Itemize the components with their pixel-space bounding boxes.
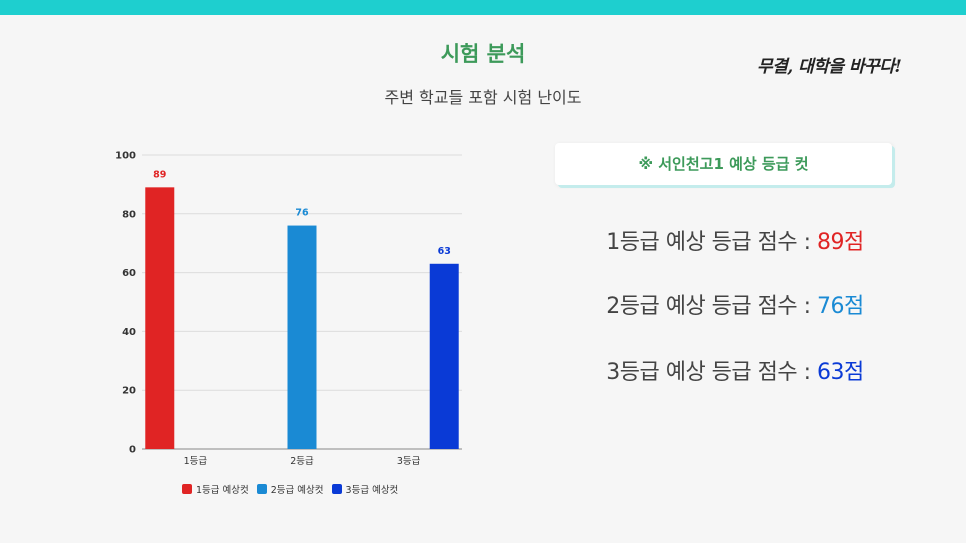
cutoff-info-box: ※ 서인천고1 예상 등급 컷 bbox=[555, 143, 892, 185]
x-tick-label: 1등급 bbox=[184, 456, 208, 467]
bar bbox=[287, 225, 317, 449]
bar-chart: 0 20 40 60 80 100 89 76 63 1등급 2등급 3등급 bbox=[115, 151, 462, 467]
slogan-logo: 무결, 대학을 바꾸다! bbox=[757, 57, 902, 77]
y-tick-label: 0 bbox=[129, 445, 136, 456]
y-tick-label: 40 bbox=[122, 327, 136, 338]
chart-legend: 1등급 예상컷 2등급 예상컷 3등급 예상컷 bbox=[182, 482, 398, 496]
legend-label: 2등급 예상컷 bbox=[270, 485, 324, 496]
page-title: 시험 분석 bbox=[440, 42, 526, 66]
score-row-grade3: 3등급 예상 등급 점수 : 63점 bbox=[560, 354, 910, 386]
score-label: 1등급 예상 등급 점수 : bbox=[606, 230, 818, 255]
legend-item-grade2: 2등급 예상컷 bbox=[256, 482, 324, 496]
y-tick-label: 60 bbox=[122, 268, 136, 279]
data-labels: 89 76 63 bbox=[153, 169, 451, 256]
top-accent-bar bbox=[0, 0, 966, 15]
legend-swatch bbox=[256, 484, 267, 494]
score-row-grade2: 2등급 예상 등급 점수 : 76점 bbox=[560, 288, 910, 320]
legend-label: 3등급 예상컷 bbox=[345, 485, 399, 496]
score-value: 76점 bbox=[817, 294, 864, 319]
legend-item-grade3: 3등급 예상컷 bbox=[331, 482, 399, 496]
y-tick-label: 80 bbox=[122, 209, 136, 220]
y-axis-ticks: 0 20 40 60 80 100 bbox=[115, 151, 136, 456]
x-tick-label: 3등급 bbox=[397, 456, 421, 467]
legend-swatch bbox=[182, 484, 192, 494]
legend-swatch bbox=[331, 484, 342, 494]
score-label: 3등급 예상 등급 점수 : bbox=[606, 360, 818, 385]
page-subtitle: 주변 학교들 포함 시험 난이도 bbox=[384, 88, 582, 107]
legend-item-grade1: 1등급 예상컷 bbox=[182, 482, 249, 496]
y-tick-label: 20 bbox=[122, 386, 136, 397]
score-value: 89점 bbox=[817, 230, 864, 255]
legend-label: 1등급 예상컷 bbox=[196, 485, 249, 496]
data-label: 76 bbox=[295, 208, 309, 219]
score-label: 2등급 예상 등급 점수 : bbox=[606, 294, 818, 319]
score-value: 63점 bbox=[817, 360, 864, 385]
x-axis-labels: 1등급 2등급 3등급 bbox=[184, 456, 421, 467]
score-row-grade1: 1등급 예상 등급 점수 : 89점 bbox=[560, 224, 910, 256]
bar bbox=[145, 187, 175, 449]
data-label: 89 bbox=[153, 169, 166, 180]
chart-bars bbox=[145, 187, 459, 449]
bar bbox=[429, 263, 459, 449]
y-tick-label: 100 bbox=[115, 151, 136, 162]
x-tick-label: 2등급 bbox=[290, 456, 314, 467]
data-label: 63 bbox=[438, 246, 451, 257]
